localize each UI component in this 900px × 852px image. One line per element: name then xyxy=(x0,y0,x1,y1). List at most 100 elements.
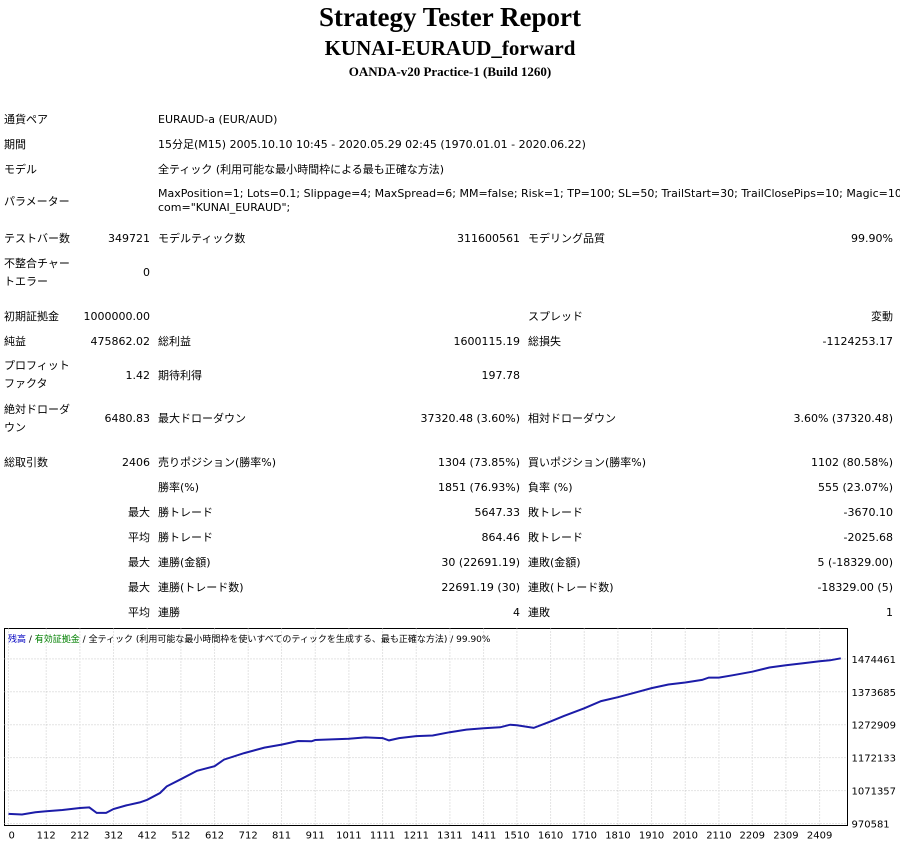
x-tick-label: 1510 xyxy=(504,831,529,842)
loss-rate-value: 555 (23.07%) xyxy=(817,481,893,494)
absolute-drawdown-label-line-1: 絶対ドローダ xyxy=(4,403,70,416)
legend-separator-1: / xyxy=(26,635,35,645)
symbol-value: EURAUD-a (EUR/AUD) xyxy=(158,113,278,126)
consecutive-profit-label: 連勝(トレード数) xyxy=(158,581,244,594)
x-tick-label: 1411 xyxy=(471,831,496,842)
largest-loss-value: -3670.10 xyxy=(843,506,893,519)
model-label: モデル xyxy=(4,163,37,176)
x-tick-label: 2209 xyxy=(740,831,765,842)
balance-chart: 1474461 1373685 1272909 1172133 1071357 97058… xyxy=(4,628,897,842)
x-tick-label: 1610 xyxy=(538,831,563,842)
legend-balance: 残高 xyxy=(8,633,26,645)
period-label: 期間 xyxy=(4,138,26,151)
largest-profit-value: 5647.33 xyxy=(474,506,521,519)
parameters-label: パラメーター xyxy=(4,195,70,208)
x-axis-labels: 0 112 212 312 412 512 612 712 811 911 1011 1111 1211… xyxy=(9,831,833,842)
x-tick-label: 1311 xyxy=(437,831,462,842)
average-consecutive-losses-value: 1 xyxy=(886,606,893,619)
consecutive-loss-label: 連敗(トレード数) xyxy=(528,581,614,594)
consecutive-losses-money-label: 連敗(金額) xyxy=(528,556,581,569)
expected-payoff-label: 期待利得 xyxy=(158,369,202,382)
plot-area xyxy=(4,628,848,826)
consecutive-wins-money-label: 連勝(金額) xyxy=(158,556,211,569)
average-profit-label: 勝トレード xyxy=(158,531,213,544)
deposit-label: 初期証拠金 xyxy=(4,310,59,323)
average-consecutive-losses-label: 連敗 xyxy=(528,606,550,619)
win-rate-label: 勝率(%) xyxy=(158,481,200,494)
relative-drawdown-value: 3.60% (37320.48) xyxy=(793,412,893,425)
y-tick-label: 1172133 xyxy=(852,754,897,765)
net-profit-value: 475862.02 xyxy=(90,335,151,348)
y-tick-label: 1373685 xyxy=(852,688,897,699)
y-axis-labels: 1474461 1373685 1272909 1172133 1071357 97058… xyxy=(852,655,897,831)
balance-line xyxy=(8,657,841,816)
mismatch-label-line-2: トエラー xyxy=(4,275,48,288)
deposit-value: 1000000.00 xyxy=(83,310,150,323)
average-loss-value: -2025.68 xyxy=(843,531,893,544)
legend-separator-2: / xyxy=(80,635,89,645)
x-tick-label: 112 xyxy=(37,831,56,842)
period-value: 15分足(M15) 2005.10.10 10:45 - 2020.05.29 … xyxy=(158,138,586,151)
mismatch-label-line-1: 不整合チャー xyxy=(4,257,70,270)
y-tick-label: 970581 xyxy=(852,820,890,831)
y-tick-label: 1272909 xyxy=(852,721,897,732)
x-tick-label: 512 xyxy=(171,831,190,842)
maximal-drawdown-value: 37320.48 (3.60%) xyxy=(420,412,520,425)
mismatch-value: 0 xyxy=(143,266,150,279)
largest-label: 最大 xyxy=(128,506,150,519)
spread-label: スプレッド xyxy=(528,310,583,323)
gross-profit-label: 総利益 xyxy=(158,335,191,348)
largest-profit-label: 勝トレード xyxy=(158,506,213,519)
report-title: Strategy Tester Report xyxy=(319,2,581,32)
consecutive-profit-value: 22691.19 (30) xyxy=(441,581,520,594)
long-positions-value: 1102 (80.58%) xyxy=(810,456,893,469)
x-tick-label: 2309 xyxy=(773,831,798,842)
largest-loss-label: 敗トレード xyxy=(528,506,583,519)
long-positions-label: 買いポジション(勝率%) xyxy=(528,456,647,469)
profit-factor-label-line-1: プロフィット xyxy=(4,359,70,372)
x-tick-label: 1910 xyxy=(639,831,664,842)
loss-rate-label: 負率 (%) xyxy=(528,481,573,494)
profit-factor-label-line-2: ファクタ xyxy=(4,377,48,390)
maximal-drawdown-label: 最大ドローダウン xyxy=(158,412,246,425)
gross-profit-value: 1600115.19 xyxy=(453,335,520,348)
consecutive-wins-money-value: 30 (22691.19) xyxy=(441,556,520,569)
ticks-label: モデルティック数 xyxy=(158,232,246,245)
chart-legend: 残高 / 有効証拠金 / 全ティック (利用可能な最小時間枠を使いすべてのティッ… xyxy=(8,633,491,645)
ea-name: KUNAI-EURAUD_forward xyxy=(324,36,576,60)
maximal-label: 最大 xyxy=(128,581,150,594)
x-tick-label: 312 xyxy=(104,831,123,842)
x-tick-label: 712 xyxy=(239,831,258,842)
maximum-label: 最大 xyxy=(128,556,150,569)
total-trades-value: 2406 xyxy=(122,456,150,469)
x-tick-label: 412 xyxy=(138,831,157,842)
x-tick-label: 1810 xyxy=(605,831,630,842)
x-tick-label: 0 xyxy=(9,831,15,842)
short-positions-label: 売りポジション(勝率%) xyxy=(158,456,277,469)
profit-factor-value: 1.42 xyxy=(125,369,151,382)
average-label: 平均 xyxy=(128,531,150,544)
legend-equity: 有効証拠金 xyxy=(35,633,80,645)
x-tick-label: 2010 xyxy=(673,831,698,842)
absolute-drawdown-value: 6480.83 xyxy=(104,412,151,425)
relative-drawdown-label: 相対ドローダウン xyxy=(528,412,616,425)
symbol-label: 通貨ペア xyxy=(4,113,48,126)
average-consecutive-label: 平均 xyxy=(128,606,150,619)
x-tick-label: 612 xyxy=(205,831,224,842)
consecutive-loss-value: -18329.00 (5) xyxy=(817,581,893,594)
model-value: 全ティック (利用可能な最小時間枠による最も正確な方法) xyxy=(158,163,445,176)
x-tick-label: 1710 xyxy=(572,831,597,842)
short-positions-value: 1304 (73.85%) xyxy=(437,456,520,469)
parameters-line-1: MaxPosition=1; Lots=0.1; Slippage=4; Max… xyxy=(158,187,900,200)
average-consecutive-wins-value: 4 xyxy=(513,606,520,619)
expected-payoff-value: 197.78 xyxy=(481,369,521,382)
average-consecutive-wins-label: 連勝 xyxy=(158,606,180,619)
x-tick-label: 1011 xyxy=(336,831,361,842)
net-profit-label: 純益 xyxy=(4,335,26,348)
consecutive-losses-money-value: 5 (-18329.00) xyxy=(817,556,893,569)
gross-loss-label: 総損失 xyxy=(528,335,561,348)
average-profit-value: 864.46 xyxy=(481,531,521,544)
parameters-line-2: com="KUNAI_EURAUD"; xyxy=(158,201,291,214)
x-tick-label: 911 xyxy=(306,831,325,842)
y-tick-label: 1474461 xyxy=(852,655,897,666)
